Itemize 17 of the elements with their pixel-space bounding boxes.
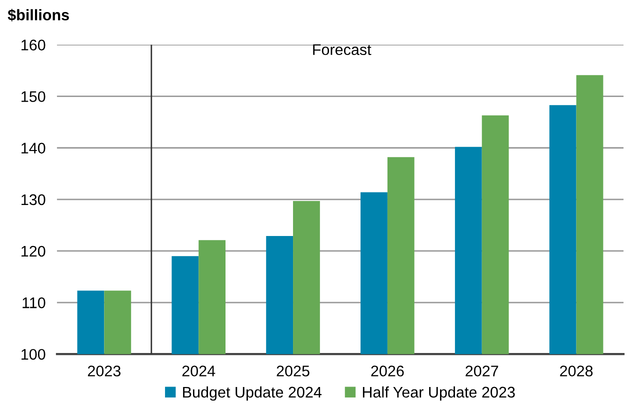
x-tick-label: 2025 <box>276 366 310 376</box>
y-axis-title: $billions <box>8 8 69 22</box>
y-tick-label: 130 <box>22 194 46 206</box>
x-tick-label: 2024 <box>182 366 216 376</box>
y-tick-label: 110 <box>22 297 46 308</box>
legend-label: Budget Update 2024 <box>183 386 322 401</box>
y-tick-label: 140 <box>22 142 46 154</box>
y-tick-label: 120 <box>22 246 46 257</box>
y-tick-label: 100 <box>22 348 46 360</box>
x-tick-label: 2027 <box>466 366 498 376</box>
x-tick-label: 2023 <box>88 366 121 376</box>
x-tick-label: 2026 <box>371 366 404 376</box>
x-tick-label: 2028 <box>560 366 593 376</box>
annotation: Forecast <box>313 44 372 56</box>
legend-label: Half Year Update 2023 <box>362 386 515 401</box>
y-tick-label: 160 <box>22 40 46 50</box>
y-tick-label: 150 <box>22 91 46 102</box>
